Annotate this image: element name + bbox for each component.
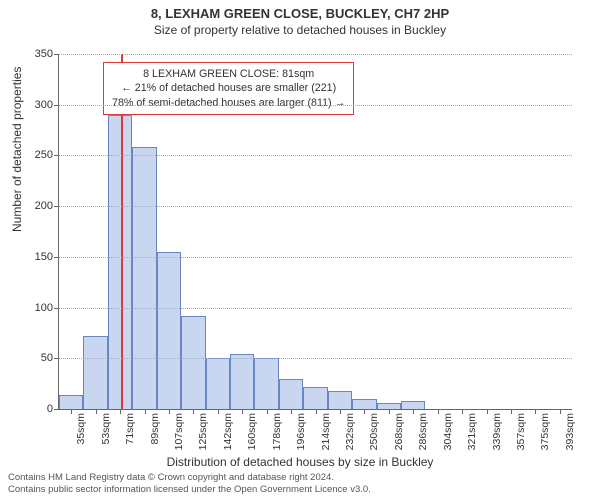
xtick-mark	[413, 409, 414, 414]
xtick-label: 35sqm	[75, 413, 87, 445]
xtick-mark	[511, 409, 512, 414]
xtick-mark	[169, 409, 170, 414]
ytick-mark	[54, 155, 59, 156]
ytick-label: 200	[35, 200, 53, 212]
histogram-bar	[108, 115, 132, 409]
xtick-label: 160sqm	[246, 413, 258, 450]
xtick-label: 304sqm	[442, 413, 454, 450]
histogram-bar	[59, 395, 83, 409]
xtick-label: 89sqm	[149, 413, 161, 445]
x-axis-label: Distribution of detached houses by size …	[0, 455, 600, 469]
histogram-bar	[181, 316, 205, 409]
xtick-label: 357sqm	[515, 413, 527, 450]
xtick-label: 286sqm	[417, 413, 429, 450]
xtick-mark	[291, 409, 292, 414]
xtick-label: 125sqm	[197, 413, 209, 450]
histogram-bar	[230, 354, 254, 409]
attribution-footer: Contains HM Land Registry data © Crown c…	[8, 472, 371, 496]
chart-plot-area: 8 LEXHAM GREEN CLOSE: 81sqm← 21% of deta…	[58, 54, 572, 410]
callout-line: 8 LEXHAM GREEN CLOSE: 81sqm	[112, 67, 345, 81]
gridline-h	[59, 308, 572, 309]
xtick-label: 393sqm	[564, 413, 576, 450]
footer-line-2: Contains public sector information licen…	[8, 484, 371, 496]
figure-container: 8, LEXHAM GREEN CLOSE, BUCKLEY, CH7 2HP …	[0, 0, 600, 500]
xtick-mark	[487, 409, 488, 414]
gridline-h	[59, 257, 572, 258]
callout-line: 78% of semi-detached houses are larger (…	[112, 96, 345, 110]
xtick-mark	[145, 409, 146, 414]
xtick-mark	[193, 409, 194, 414]
gridline-h	[59, 358, 572, 359]
gridline-h	[59, 54, 572, 55]
histogram-bar	[401, 401, 425, 409]
xtick-mark	[120, 409, 121, 414]
histogram-bar	[132, 147, 156, 409]
xtick-label: 107sqm	[173, 413, 185, 450]
footer-line-1: Contains HM Land Registry data © Crown c…	[8, 472, 371, 484]
xtick-label: 375sqm	[539, 413, 551, 450]
ytick-label: 150	[35, 251, 53, 263]
ytick-label: 300	[35, 99, 53, 111]
xtick-mark	[316, 409, 317, 414]
xtick-mark	[218, 409, 219, 414]
xtick-mark	[267, 409, 268, 414]
xtick-mark	[438, 409, 439, 414]
histogram-bar	[157, 252, 181, 409]
histogram-bar	[279, 379, 303, 409]
ytick-mark	[54, 308, 59, 309]
gridline-h	[59, 155, 572, 156]
xtick-mark	[560, 409, 561, 414]
xtick-label: 321sqm	[466, 413, 478, 450]
xtick-label: 214sqm	[320, 413, 332, 450]
page-subtitle: Size of property relative to detached ho…	[0, 21, 600, 37]
histogram-bar	[254, 358, 278, 409]
xtick-label: 196sqm	[295, 413, 307, 450]
xtick-mark	[71, 409, 72, 414]
xtick-label: 53sqm	[100, 413, 112, 445]
ytick-mark	[54, 409, 59, 410]
xtick-mark	[535, 409, 536, 414]
xtick-mark	[389, 409, 390, 414]
ytick-label: 350	[35, 48, 53, 60]
ytick-mark	[54, 206, 59, 207]
xtick-mark	[96, 409, 97, 414]
callout-line: ← 21% of detached houses are smaller (22…	[112, 81, 345, 95]
ytick-label: 0	[47, 403, 53, 415]
xtick-label: 71sqm	[124, 413, 136, 445]
ytick-label: 50	[41, 352, 53, 364]
ytick-mark	[54, 257, 59, 258]
xtick-mark	[340, 409, 341, 414]
ytick-label: 100	[35, 302, 53, 314]
ytick-mark	[54, 54, 59, 55]
page-title: 8, LEXHAM GREEN CLOSE, BUCKLEY, CH7 2HP	[0, 0, 600, 21]
xtick-label: 232sqm	[344, 413, 356, 450]
gridline-h	[59, 105, 572, 106]
xtick-label: 268sqm	[393, 413, 405, 450]
histogram-bar	[328, 391, 352, 409]
histogram-bar	[303, 387, 327, 409]
y-axis-label: Number of detached properties	[10, 67, 24, 232]
gridline-h	[59, 206, 572, 207]
ytick-mark	[54, 358, 59, 359]
ytick-label: 250	[35, 149, 53, 161]
callout-box: 8 LEXHAM GREEN CLOSE: 81sqm← 21% of deta…	[103, 62, 354, 115]
xtick-label: 250sqm	[368, 413, 380, 450]
histogram-bar	[352, 399, 376, 409]
xtick-label: 339sqm	[491, 413, 503, 450]
histogram-bar	[206, 358, 230, 409]
histogram-bar	[83, 336, 107, 409]
ytick-mark	[54, 105, 59, 106]
xtick-label: 178sqm	[271, 413, 283, 450]
xtick-mark	[462, 409, 463, 414]
xtick-mark	[242, 409, 243, 414]
xtick-label: 142sqm	[222, 413, 234, 450]
xtick-mark	[364, 409, 365, 414]
